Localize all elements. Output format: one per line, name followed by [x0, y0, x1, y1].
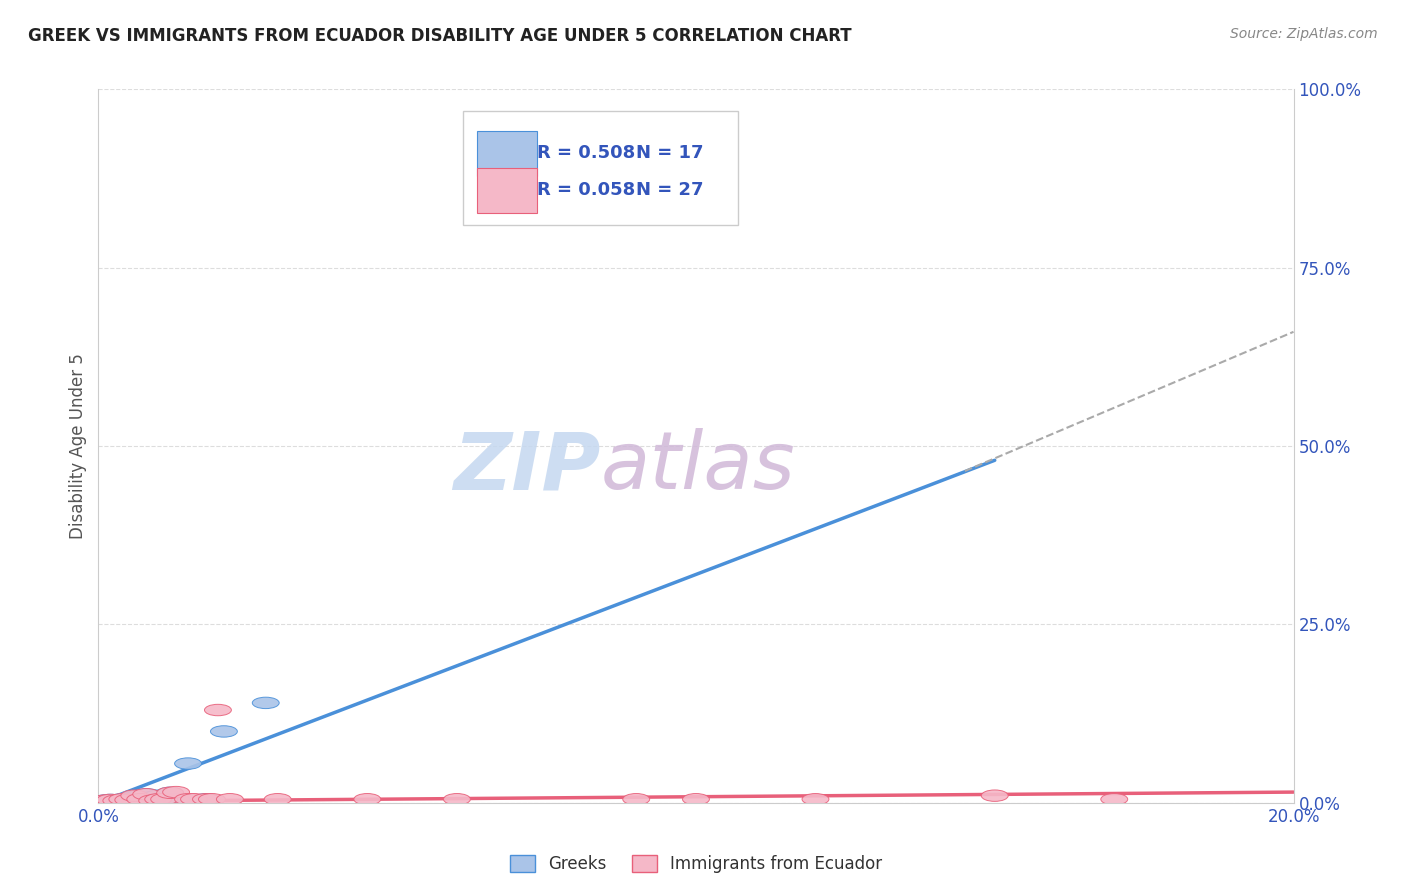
- Ellipse shape: [354, 794, 381, 805]
- Ellipse shape: [180, 794, 208, 805]
- Ellipse shape: [204, 705, 232, 715]
- Ellipse shape: [193, 794, 219, 805]
- Ellipse shape: [145, 794, 172, 805]
- Ellipse shape: [97, 794, 124, 805]
- Ellipse shape: [211, 726, 238, 737]
- Ellipse shape: [682, 794, 710, 805]
- Legend: Greeks, Immigrants from Ecuador: Greeks, Immigrants from Ecuador: [503, 848, 889, 880]
- Ellipse shape: [801, 794, 830, 805]
- Ellipse shape: [127, 794, 153, 805]
- Ellipse shape: [91, 795, 118, 806]
- Text: R = 0.058: R = 0.058: [537, 181, 636, 199]
- Ellipse shape: [127, 794, 153, 805]
- Ellipse shape: [156, 787, 184, 798]
- Ellipse shape: [150, 794, 177, 805]
- Ellipse shape: [623, 794, 650, 805]
- Ellipse shape: [108, 794, 136, 805]
- Ellipse shape: [139, 795, 166, 806]
- Ellipse shape: [163, 794, 190, 805]
- Ellipse shape: [156, 787, 184, 798]
- Ellipse shape: [252, 698, 280, 708]
- Ellipse shape: [145, 790, 172, 801]
- Ellipse shape: [121, 790, 148, 801]
- Y-axis label: Disability Age Under 5: Disability Age Under 5: [69, 353, 87, 539]
- Ellipse shape: [132, 789, 160, 800]
- Ellipse shape: [139, 791, 166, 803]
- Text: GREEK VS IMMIGRANTS FROM ECUADOR DISABILITY AGE UNDER 5 CORRELATION CHART: GREEK VS IMMIGRANTS FROM ECUADOR DISABIL…: [28, 27, 852, 45]
- Ellipse shape: [121, 794, 148, 805]
- Ellipse shape: [264, 794, 291, 805]
- FancyBboxPatch shape: [477, 169, 537, 212]
- Ellipse shape: [981, 790, 1008, 801]
- Ellipse shape: [174, 758, 201, 769]
- Text: N = 27: N = 27: [637, 181, 704, 199]
- FancyBboxPatch shape: [477, 131, 537, 176]
- Ellipse shape: [91, 795, 118, 806]
- Ellipse shape: [132, 789, 160, 800]
- Ellipse shape: [103, 795, 129, 806]
- Text: R = 0.508: R = 0.508: [537, 144, 636, 161]
- Ellipse shape: [163, 787, 190, 797]
- Ellipse shape: [1101, 794, 1128, 805]
- Ellipse shape: [150, 792, 177, 804]
- Ellipse shape: [193, 794, 219, 805]
- FancyBboxPatch shape: [463, 111, 738, 225]
- Text: ZIP: ZIP: [453, 428, 600, 507]
- Ellipse shape: [108, 794, 136, 805]
- Ellipse shape: [103, 795, 129, 806]
- Text: Source: ZipAtlas.com: Source: ZipAtlas.com: [1230, 27, 1378, 41]
- Ellipse shape: [443, 794, 471, 805]
- Text: atlas: atlas: [600, 428, 796, 507]
- Ellipse shape: [115, 793, 142, 805]
- Ellipse shape: [97, 794, 124, 805]
- Ellipse shape: [174, 794, 201, 805]
- Ellipse shape: [115, 794, 142, 805]
- Ellipse shape: [217, 794, 243, 805]
- Ellipse shape: [198, 794, 225, 805]
- Text: N = 17: N = 17: [637, 144, 704, 161]
